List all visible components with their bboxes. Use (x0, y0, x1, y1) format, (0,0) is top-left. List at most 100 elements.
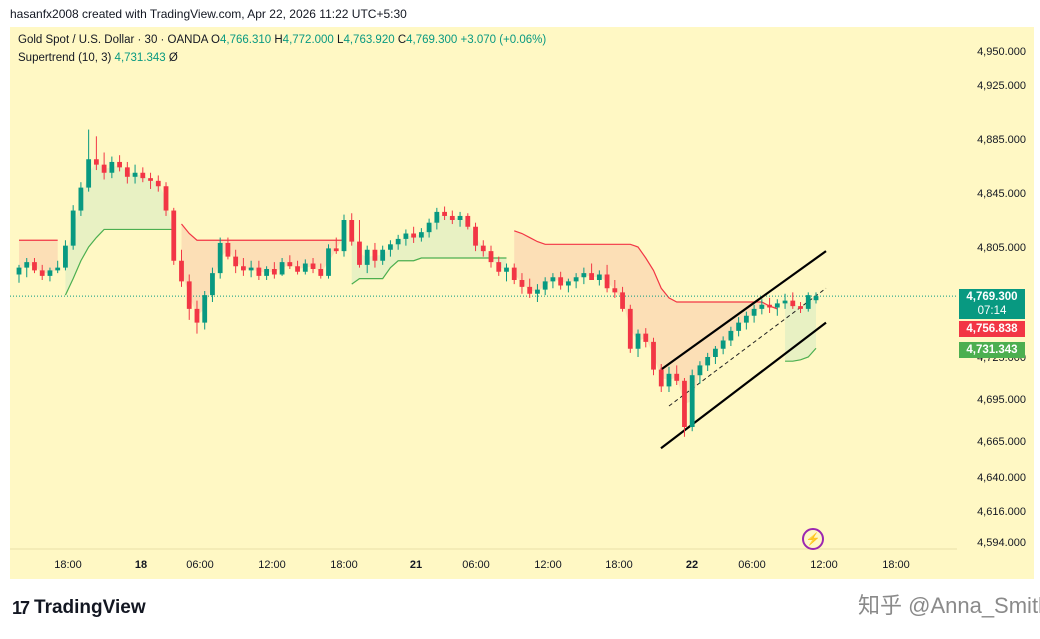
candle-body (279, 262, 285, 275)
candle-body (302, 263, 308, 272)
candle-body (697, 365, 703, 376)
candle-body (418, 232, 424, 238)
candle-body (604, 274, 610, 289)
candle-body (736, 322, 742, 331)
candle-body (155, 180, 161, 187)
candle-body (519, 280, 525, 287)
candle-body (318, 269, 324, 276)
candle-body (364, 249, 370, 265)
x-tick-label: 21 (410, 559, 422, 571)
x-tick-label: 18:00 (605, 559, 633, 571)
supertrend-fill-3 (351, 213, 507, 285)
x-tick-label: 12:00 (258, 559, 286, 571)
candle-body (395, 238, 401, 245)
candle-body (140, 172, 146, 179)
candle-body (271, 269, 277, 275)
candle-body (705, 357, 711, 366)
candle-body (93, 159, 99, 165)
candle-body (287, 262, 293, 267)
tradingview-logo-icon: 17 (12, 597, 30, 618)
candle-body (256, 267, 262, 276)
candle-body (163, 186, 169, 211)
x-tick-label: 06:00 (738, 559, 766, 571)
candle-body (47, 270, 53, 276)
candle-body (86, 159, 92, 188)
x-tick-label: 06:00 (462, 559, 490, 571)
candle-body (535, 289, 540, 294)
price-change: +3.070 (+0.06%) (460, 34, 547, 46)
candle-body (728, 330, 734, 341)
watermark: 知乎 @Anna_Smith (858, 593, 1040, 618)
candle-body (372, 249, 378, 261)
candle-body (179, 260, 184, 282)
indicator-name: Supertrend (10, 3) (18, 52, 112, 64)
candle-body (627, 308, 633, 349)
candle-body (488, 251, 494, 263)
candle-body (449, 215, 455, 220)
candle-body (217, 242, 223, 274)
indicator-header[interactable]: Supertrend (10, 3) 4,731.343 Ø (18, 52, 178, 64)
candle-body (504, 267, 509, 272)
candle-body (790, 300, 796, 307)
candle-body (542, 281, 548, 290)
candle-body (16, 267, 22, 275)
candle-body (117, 161, 122, 168)
candle-body (573, 277, 579, 282)
candle-body (403, 233, 409, 239)
candle-body (581, 273, 587, 278)
y-tick-label: 4,950.000 (977, 46, 1026, 58)
candle-body (411, 233, 417, 238)
tradingview-logo[interactable]: 17 TradingView (12, 597, 146, 619)
x-tick-label: 22 (686, 559, 698, 571)
y-tick-label: 4,695.000 (977, 394, 1026, 406)
x-tick-label: 18 (135, 559, 147, 571)
supertrend-fill-4 (514, 230, 778, 404)
candle-body (813, 296, 819, 301)
candle-body (233, 256, 239, 267)
channel-lower-line (660, 321, 827, 450)
y-tick-label: 4,805.000 (977, 242, 1026, 254)
current-price-badge: 4,769.300 07:14 (959, 289, 1025, 319)
current-price-value: 4,769.300 (966, 291, 1018, 303)
y-tick-label: 4,885.000 (977, 134, 1026, 146)
chart-area[interactable]: 4,950.000 4,925.000 4,885.000 4,845.000 4,80… (10, 27, 1034, 579)
candle-body (465, 215, 471, 227)
candle-body (186, 281, 192, 309)
supertrend-line-1 (64, 228, 174, 296)
x-tick-label: 18:00 (330, 559, 358, 571)
x-tick-label: 18:00 (882, 559, 910, 571)
candle-body (426, 222, 432, 233)
candle-body (55, 267, 61, 271)
supertrend-fill-5 (785, 298, 816, 362)
indicator-value: 4,731.343 (114, 52, 166, 64)
candle-body (70, 210, 76, 246)
y-tick-label: 4,665.000 (977, 436, 1026, 448)
candle-body (388, 244, 393, 250)
candle-body (380, 249, 386, 261)
candle-body (527, 286, 533, 294)
supertrend-line-4 (514, 230, 778, 310)
candle-body (550, 277, 556, 282)
supertrend-line-5 (785, 347, 817, 362)
y-tick-label: 4,594.000 (977, 537, 1026, 549)
candle-body (24, 262, 30, 268)
bar-countdown: 07:14 (977, 305, 1007, 317)
supertrend-line-2 (181, 223, 344, 241)
candle-body (310, 263, 316, 269)
tradingview-logo-text: TradingView (34, 597, 146, 618)
flash-icon[interactable]: ⚡ (802, 528, 824, 550)
candle-body (774, 303, 780, 308)
candle-body (713, 348, 718, 357)
candle-body (295, 266, 300, 272)
candle-body (682, 380, 687, 427)
x-tick-label: 06:00 (186, 559, 214, 571)
candle-body (565, 281, 571, 286)
candle-body (434, 211, 440, 223)
ohlc-open-label: O (211, 34, 220, 46)
ohlc-close-label: C (397, 34, 407, 46)
candle-body (39, 270, 45, 276)
x-tick-label: 12:00 (534, 559, 562, 571)
candle-body (442, 211, 447, 216)
candle-body (558, 277, 564, 286)
candle-body (333, 248, 339, 252)
